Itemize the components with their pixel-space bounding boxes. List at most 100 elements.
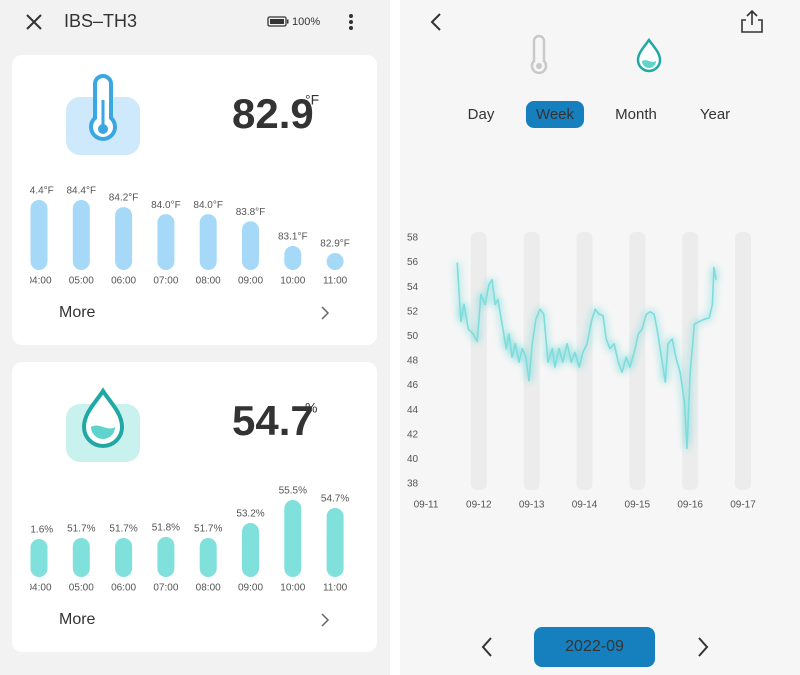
range-tab[interactable]: Week [536,106,575,123]
bar [72,538,90,577]
day-stripe [629,232,646,490]
bar [242,221,259,270]
time-label: 07:00 [153,276,178,287]
value-label: 54.7% [321,494,349,505]
bar [326,508,344,577]
battery-icon [267,16,289,27]
bar [115,538,133,577]
x-tick-label: 09-12 [466,500,492,511]
value-label: 53.2% [236,509,264,520]
time-label: 06:00 [111,583,136,594]
x-tick-label: 09-17 [730,500,756,511]
right-panel [400,0,800,675]
y-tick-label: 54 [407,282,419,293]
value-label: 51.6% [25,525,53,536]
value-label: 84.0°F [193,200,223,211]
x-tick-label: 09-15 [625,500,651,511]
y-tick-label: 52 [407,306,419,317]
period-button[interactable] [534,627,655,667]
day-stripe [523,232,540,490]
prev-period[interactable] [481,637,492,657]
range-tab-selected [525,101,585,128]
menu-icon[interactable] [349,14,353,30]
range-tab[interactable]: Day [468,106,495,123]
day-stripe [735,232,751,490]
day-stripe [682,232,699,490]
y-tick-label: 46 [407,380,419,391]
device-title: IBS–TH3 [64,11,137,31]
value-label: 51.8% [152,523,180,534]
bar [30,200,48,270]
y-tick-label: 50 [407,331,419,342]
value-label: 55.5% [279,486,307,497]
value-label: 84.0°F [151,200,181,211]
value-label: 84.4°F [24,186,54,197]
y-tick-label: 44 [407,405,419,416]
thermometer-tab-icon[interactable] [530,34,548,75]
back-icon[interactable] [430,13,441,31]
line-chart: 09-11 09-12 09-13 09-14 09-15 09-16 09-17 38 40 4… [407,232,756,511]
time-label: 04:00 [26,583,51,594]
y-tick-label: 58 [407,233,419,244]
value-label: 84.4°F [67,186,97,197]
value-label: 51.7% [109,524,137,535]
bar [30,539,48,577]
next-period[interactable] [698,637,709,657]
tab-bar: Day Week Month Year [468,101,730,128]
time-label: 07:00 [153,583,178,594]
humidity-tab-icon[interactable] [636,37,662,73]
value-label: 51.7% [67,524,95,535]
x-tick-label: 09-14 [572,500,598,511]
time-label: 04:00 [26,276,51,287]
time-label: 11:00 [323,583,348,594]
drop-icon [81,387,125,448]
bar [199,214,217,270]
bar [72,200,90,270]
time-label: 05:00 [69,276,94,287]
battery-level: 100% [292,16,320,28]
value-label: 51.7% [194,524,222,535]
more-link[interactable]: More [59,304,96,321]
bar [199,538,217,577]
bar [242,523,259,577]
range-tab[interactable]: Year [700,106,730,123]
time-label: 09:00 [238,583,263,594]
time-label: 08:00 [196,583,221,594]
day-stripe [576,232,593,490]
thermometer-icon [89,74,117,141]
value-label: 83.1°F [278,232,308,243]
x-tick-label: 09-16 [677,500,703,511]
humidity-line [456,262,717,450]
bar-charts: 84.4°F 04:00 84.4°F 05:00 84.2°F 06:00 84.0°F 0… [24,186,350,594]
time-label: 08:00 [196,276,221,287]
humidity-card[interactable] [12,362,377,652]
value-label: 83.8°F [236,207,266,218]
value-label: 84.2°F [109,193,139,204]
x-tick-label: 09-13 [519,500,545,511]
more-link[interactable]: More [59,611,96,628]
y-tick-label: 38 [407,479,419,490]
temperature-value: 82.9 [232,90,314,137]
time-label: 11:00 [323,276,348,287]
range-tab[interactable]: Month [615,106,657,123]
y-tick-label: 48 [407,356,419,367]
day-stripe [470,232,487,490]
bar [157,214,175,270]
period-label: 2022-09 [565,638,624,655]
x-tick-label: 09-11 [414,500,439,511]
time-label: 10:00 [280,276,305,287]
time-label: 10:00 [280,583,305,594]
humidity-value: 54.7 [232,397,314,444]
close-icon[interactable] [26,14,42,30]
chevron-right[interactable] [321,306,330,320]
bar [284,500,302,577]
share-icon[interactable] [741,9,763,33]
time-label: 05:00 [69,583,94,594]
bar [157,537,175,577]
time-label: 09:00 [238,276,263,287]
temperature-unit: °F [305,92,319,108]
chevron-right[interactable] [321,613,330,627]
humidity-unit: % [305,400,317,416]
